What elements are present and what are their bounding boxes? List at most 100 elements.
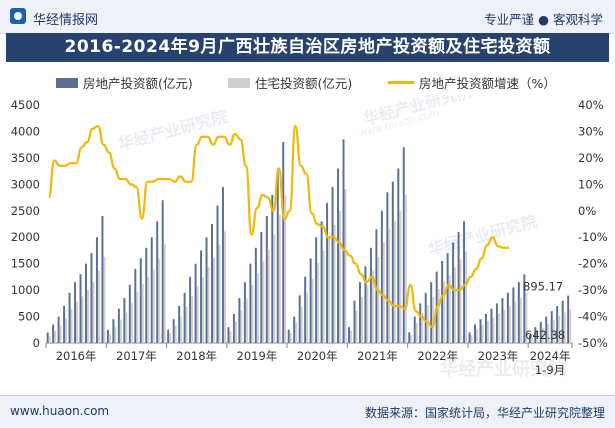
brand-tagline: 专业严谨 ● 客观科学 bbox=[484, 12, 603, 27]
investment-bar bbox=[95, 237, 98, 343]
investment-bar bbox=[276, 168, 279, 343]
residential-bar bbox=[519, 298, 522, 343]
investment-bar bbox=[52, 324, 55, 343]
residential-bar bbox=[563, 312, 566, 343]
x-tick-label: 2016年 bbox=[56, 349, 97, 363]
residential-bar bbox=[76, 301, 78, 343]
investment-bar bbox=[468, 332, 471, 343]
residential-bar bbox=[295, 322, 298, 343]
residential-bar bbox=[125, 312, 128, 343]
x-tick-label-line: 2019年 bbox=[237, 349, 278, 363]
investment-bar bbox=[517, 282, 520, 343]
investment-bar bbox=[457, 231, 460, 343]
investment-bar bbox=[189, 276, 192, 343]
brand-logo-icon bbox=[10, 8, 26, 24]
x-tick-label: 2022年 bbox=[417, 349, 458, 363]
y-left-tick-label: 1500 bbox=[11, 257, 40, 271]
residential-bar bbox=[328, 237, 331, 343]
investment-bar bbox=[183, 292, 186, 343]
investment-bar bbox=[243, 282, 246, 343]
residential-bar bbox=[136, 291, 139, 343]
investment-bar bbox=[221, 186, 224, 343]
investment-bar bbox=[134, 268, 137, 343]
chart-legend: 房地产投资额(亿元) 住宅投资额(亿元) 房地产投资额增速（%） bbox=[0, 73, 615, 91]
y-right-tick-label: -20% bbox=[578, 257, 608, 271]
investment-bar bbox=[545, 316, 548, 343]
investment-bar bbox=[561, 300, 564, 343]
watermark-4: 华经产业研究院 bbox=[440, 358, 566, 380]
investment-bar bbox=[397, 168, 400, 343]
investment-bar bbox=[452, 242, 455, 343]
investment-bar bbox=[260, 231, 263, 343]
growth-line-series bbox=[47, 125, 509, 329]
legend-swatch-growth bbox=[388, 81, 414, 84]
residential-bar bbox=[360, 296, 363, 343]
residential-bar bbox=[158, 258, 161, 343]
investment-bar bbox=[337, 168, 340, 343]
investment-bar bbox=[271, 194, 274, 343]
y-left-tick-label: 500 bbox=[18, 310, 40, 324]
residential-bar bbox=[508, 305, 511, 343]
residential-bar bbox=[147, 276, 150, 343]
investment-bar bbox=[101, 216, 104, 343]
investment-bar bbox=[380, 210, 383, 343]
x-tick-label-line: 2020年 bbox=[297, 349, 338, 363]
residential-bar bbox=[114, 326, 117, 343]
residential-bar bbox=[70, 309, 73, 343]
investment-bar bbox=[85, 263, 87, 343]
residential-bar bbox=[393, 220, 396, 343]
legend-label-residential: 住宅投资额(亿元) bbox=[255, 76, 353, 91]
investment-bar bbox=[216, 205, 219, 343]
residential-bar bbox=[180, 316, 183, 343]
x-tick-label: 2019年 bbox=[237, 349, 278, 363]
legend-swatch-investment bbox=[56, 77, 78, 88]
residential-bar bbox=[273, 234, 276, 343]
investment-bar bbox=[309, 258, 312, 343]
residential-bar bbox=[377, 256, 380, 343]
investment-bar bbox=[74, 282, 77, 343]
investment-bar bbox=[523, 274, 526, 343]
investment-bar bbox=[539, 321, 542, 343]
residential-bar bbox=[514, 301, 517, 343]
residential-bar bbox=[547, 323, 550, 343]
data-labels: 895.17 642.38 -13.40% bbox=[523, 95, 573, 342]
investment-bar bbox=[484, 313, 487, 343]
investment-bar bbox=[287, 329, 290, 343]
investment-bar bbox=[194, 263, 197, 343]
residential-bar bbox=[415, 322, 418, 343]
investment-bar bbox=[63, 305, 66, 343]
footer-bar: www.huaon.com 数据来源：国家统计局，华经产业研究院整理 bbox=[0, 395, 615, 428]
investment-bar bbox=[145, 247, 148, 343]
residential-bar bbox=[245, 298, 248, 343]
investment-bar bbox=[315, 237, 318, 343]
residential-bar bbox=[65, 318, 68, 343]
investment-bar bbox=[227, 327, 230, 343]
residential-bar bbox=[541, 327, 544, 343]
legend-item-investment: 房地产投资额(亿元) bbox=[56, 73, 193, 92]
y-left-tick-label: 4500 bbox=[11, 98, 40, 112]
y-left-tick-label: 3000 bbox=[11, 177, 40, 191]
residential-bar bbox=[169, 333, 172, 343]
residential-bar bbox=[229, 331, 232, 343]
investment-bar bbox=[211, 224, 214, 343]
y-left-tick-label: 3500 bbox=[11, 151, 40, 165]
y-right-tick-label: -10% bbox=[578, 230, 608, 244]
investment-bar bbox=[304, 276, 307, 343]
investment-bar bbox=[501, 298, 504, 343]
investment-bar bbox=[117, 308, 120, 343]
brand-logo bbox=[10, 8, 26, 24]
investment-bar bbox=[474, 324, 477, 343]
residential-bar bbox=[130, 302, 133, 343]
y-right-tick-label: -30% bbox=[578, 283, 608, 297]
footer-source: 数据来源：国家统计局，华经产业研究院整理 bbox=[364, 406, 605, 420]
investment-bar bbox=[490, 308, 493, 343]
investment-bar bbox=[534, 327, 537, 343]
residential-bar bbox=[86, 289, 89, 343]
x-tick-label-line: 1-9月 bbox=[535, 363, 565, 377]
x-tick-label: 2020年 bbox=[297, 349, 338, 363]
x-tick-label: 2018年 bbox=[176, 349, 217, 363]
investment-bar bbox=[348, 327, 350, 343]
residential-bar bbox=[399, 210, 402, 343]
y-left-tick-label: 1000 bbox=[11, 283, 40, 297]
investment-bar bbox=[430, 282, 433, 343]
